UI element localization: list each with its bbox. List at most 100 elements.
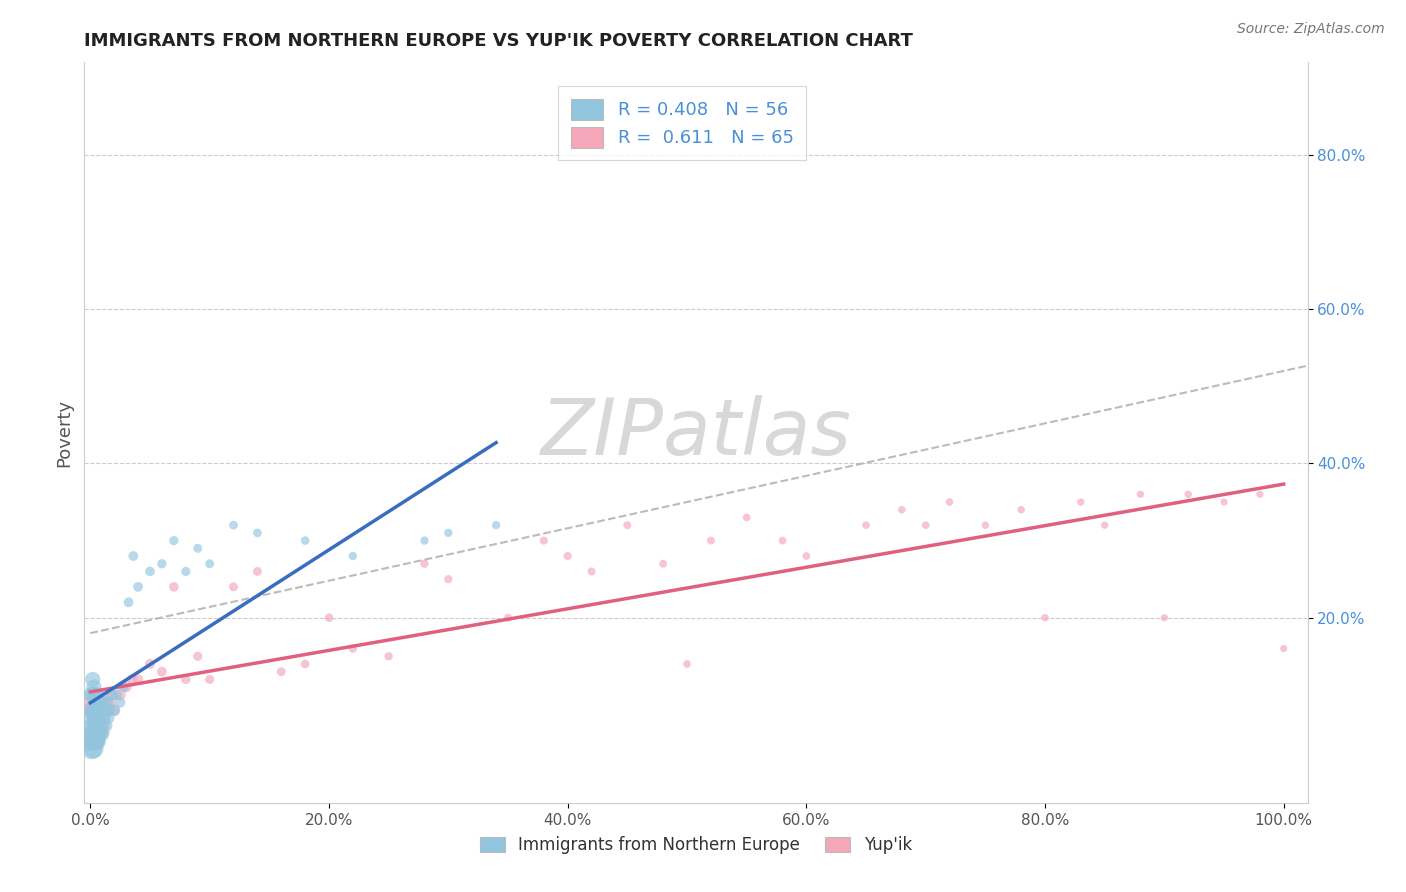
Point <box>1129 487 1152 501</box>
Point <box>974 518 997 533</box>
Point <box>80 726 103 740</box>
Point <box>82 703 104 717</box>
Point <box>84 696 107 710</box>
Point <box>855 518 877 533</box>
Point <box>86 734 108 748</box>
Text: IMMIGRANTS FROM NORTHERN EUROPE VS YUP'IK POVERTY CORRELATION CHART: IMMIGRANTS FROM NORTHERN EUROPE VS YUP'I… <box>84 32 914 50</box>
Point <box>83 703 105 717</box>
Point <box>93 703 115 717</box>
Point <box>91 719 114 733</box>
Point <box>377 649 399 664</box>
Point <box>198 673 221 687</box>
Point <box>89 696 111 710</box>
Point <box>150 557 173 571</box>
Point <box>533 533 555 548</box>
Point <box>1177 487 1199 501</box>
Point <box>87 703 110 717</box>
Point <box>84 719 107 733</box>
Point <box>127 673 149 687</box>
Point <box>890 502 912 516</box>
Point <box>222 580 245 594</box>
Point <box>96 703 118 717</box>
Point <box>222 518 245 533</box>
Point <box>581 565 603 579</box>
Point <box>82 688 104 702</box>
Point <box>84 688 107 702</box>
Point <box>485 518 508 533</box>
Point <box>163 580 186 594</box>
Point <box>105 688 128 702</box>
Point <box>342 549 364 563</box>
Point <box>82 726 104 740</box>
Point <box>86 711 108 725</box>
Point <box>437 572 460 586</box>
Point <box>616 518 638 533</box>
Point <box>89 726 111 740</box>
Point <box>1033 611 1056 625</box>
Point <box>270 665 292 679</box>
Point <box>82 719 104 733</box>
Point <box>437 525 460 540</box>
Point <box>938 495 960 509</box>
Point <box>83 703 105 717</box>
Point <box>735 510 758 524</box>
Point <box>89 726 111 740</box>
Point <box>174 565 197 579</box>
Point <box>82 696 104 710</box>
Point <box>84 734 107 748</box>
Point <box>187 649 209 664</box>
Point <box>80 711 103 725</box>
Point <box>97 711 120 725</box>
Point <box>87 726 110 740</box>
Legend: Immigrants from Northern Europe, Yup'ik: Immigrants from Northern Europe, Yup'ik <box>474 830 918 861</box>
Point <box>1272 641 1295 656</box>
Point <box>96 696 118 710</box>
Y-axis label: Poverty: Poverty <box>55 399 73 467</box>
Point <box>83 741 105 756</box>
Point <box>90 719 112 733</box>
Point <box>84 726 107 740</box>
Point <box>84 711 107 725</box>
Point <box>80 688 103 702</box>
Point <box>83 734 105 748</box>
Point <box>700 533 723 548</box>
Point <box>413 557 436 571</box>
Point <box>1094 518 1116 533</box>
Point <box>1070 495 1092 509</box>
Point <box>174 673 197 687</box>
Point <box>101 688 124 702</box>
Point <box>115 680 138 694</box>
Point <box>82 734 104 748</box>
Point <box>557 549 579 563</box>
Point <box>80 734 103 748</box>
Point <box>103 703 125 717</box>
Point <box>914 518 936 533</box>
Point <box>103 703 125 717</box>
Point <box>91 726 114 740</box>
Point <box>80 741 103 756</box>
Point <box>139 657 162 671</box>
Text: Source: ZipAtlas.com: Source: ZipAtlas.com <box>1237 22 1385 37</box>
Point <box>122 549 145 563</box>
Point <box>91 696 114 710</box>
Point <box>139 565 162 579</box>
Point <box>772 533 794 548</box>
Point <box>246 525 269 540</box>
Point <box>98 696 121 710</box>
Point <box>187 541 209 556</box>
Point <box>294 657 316 671</box>
Point <box>87 711 110 725</box>
Point <box>82 673 104 687</box>
Point <box>652 557 675 571</box>
Point <box>496 611 519 625</box>
Point <box>84 734 107 748</box>
Point <box>676 657 699 671</box>
Point <box>90 703 112 717</box>
Point <box>86 688 108 702</box>
Point <box>342 641 364 656</box>
Point <box>198 557 221 571</box>
Point <box>1249 487 1271 501</box>
Point <box>108 688 131 702</box>
Point <box>93 711 115 725</box>
Point <box>94 719 117 733</box>
